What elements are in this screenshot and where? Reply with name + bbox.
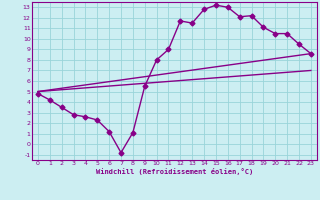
X-axis label: Windchill (Refroidissement éolien,°C): Windchill (Refroidissement éolien,°C) [96, 168, 253, 175]
